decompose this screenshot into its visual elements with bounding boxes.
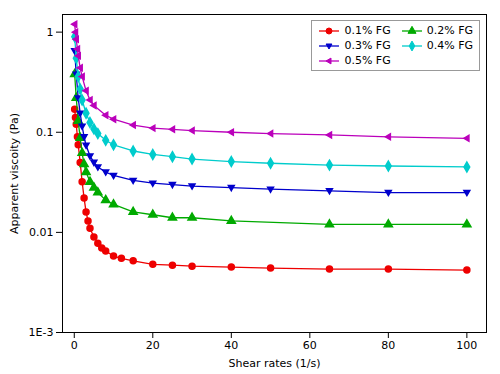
svg-text:100: 100 — [456, 339, 477, 352]
html-text:0.5% FG: 0.5% FG — [344, 54, 391, 67]
svg-text:0.01: 0.01 — [29, 226, 54, 239]
svg-text:0: 0 — [71, 339, 78, 352]
html-text:0.4% FG: 0.4% FG — [426, 39, 473, 52]
svg-text:40: 40 — [224, 339, 238, 352]
svg-text:1E-3: 1E-3 — [29, 326, 54, 339]
svg-text:Apparent viscoity (Pa): Apparent viscoity (Pa) — [8, 113, 21, 234]
svg-text:Shear rates (1/s): Shear rates (1/s) — [228, 357, 320, 370]
html-text:0.2% FG: 0.2% FG — [426, 24, 473, 37]
svg-text:80: 80 — [381, 339, 395, 352]
html-text:0.3% FG: 0.3% FG — [344, 39, 391, 52]
svg-text:0.1: 0.1 — [36, 126, 54, 139]
svg-text:60: 60 — [303, 339, 317, 352]
svg-text:1: 1 — [47, 26, 54, 39]
svg-text:20: 20 — [146, 339, 160, 352]
html-text:0.1% FG: 0.1% FG — [344, 24, 391, 37]
